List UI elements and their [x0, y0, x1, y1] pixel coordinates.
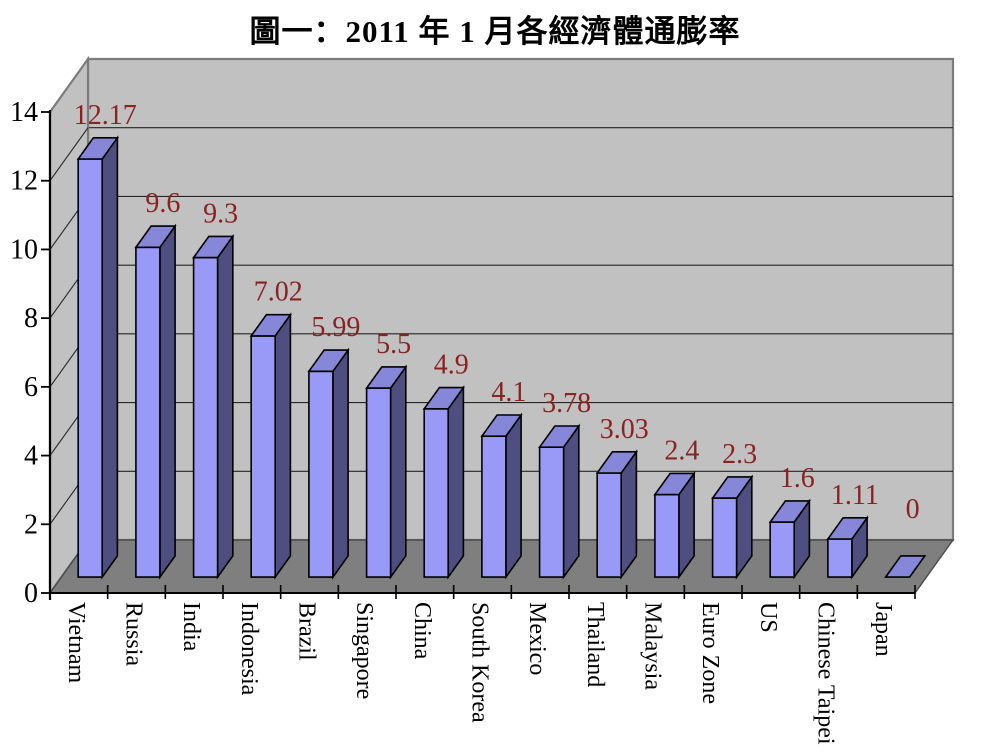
bar-front-6: [423, 407, 450, 578]
value-label-9: 3.03: [600, 414, 649, 445]
y-tick-label: 8: [24, 303, 38, 334]
bar-side-8: [562, 423, 580, 580]
bar-top-4: [307, 349, 350, 373]
category-label-1: Russia: [121, 602, 147, 666]
bar-top-9: [595, 450, 638, 474]
bar-front-8: [538, 446, 565, 578]
category-label-3: Indonesia: [236, 602, 262, 696]
bar-top-10: [653, 472, 696, 496]
y-tick-label: 14: [10, 97, 38, 128]
y-tick-label: 10: [10, 234, 38, 265]
bar-front-2: [192, 256, 219, 578]
bar-front-10: [654, 493, 680, 578]
bar-front-11: [711, 497, 738, 578]
category-label-4: Brazil: [294, 602, 320, 661]
bar-top-0: [76, 137, 119, 160]
value-label-14: 0: [906, 494, 920, 525]
bar-top-13: [826, 516, 869, 540]
value-label-8: 3.78: [542, 388, 591, 419]
value-label-2: 9.3: [203, 198, 238, 229]
y-tick-label: 12: [10, 166, 38, 197]
bar-side-4: [332, 347, 349, 580]
chart-title: 圖一：2011 年 1 月各經濟體通膨率: [249, 14, 741, 49]
category-label-2: India: [178, 602, 204, 652]
value-label-0: 12.17: [74, 100, 137, 131]
gridline-side: [49, 127, 89, 182]
value-label-1: 9.6: [145, 188, 180, 219]
category-label-13: Chinese Taipei: [813, 602, 839, 745]
bar-side-5: [389, 364, 407, 580]
bar-top-3: [249, 313, 292, 337]
category-label-10: Malaysia: [640, 602, 666, 690]
category-label-0: Vietnam: [63, 602, 89, 684]
y-tick-label: 6: [24, 372, 38, 403]
y-tick-label: 4: [24, 441, 38, 472]
category-label-14: Japan: [870, 602, 896, 657]
category-label-8: Mexico: [524, 602, 550, 675]
bar-side-7: [505, 412, 522, 580]
value-label-3: 7.02: [254, 277, 303, 308]
category-label-5: Singapore: [351, 602, 377, 699]
bar-front-4: [308, 370, 334, 578]
bar-top-8: [538, 425, 581, 449]
bar-front-5: [365, 387, 392, 578]
bar-side-2: [216, 233, 234, 580]
value-label-12: 1.6: [780, 463, 815, 494]
y-tick-label: 0: [24, 578, 38, 609]
value-label-4: 5.99: [311, 312, 360, 343]
value-label-6: 4.9: [434, 350, 469, 381]
value-label-10: 2.4: [664, 435, 699, 466]
value-label-13: 1.11: [831, 480, 879, 511]
value-label-11: 2.3: [722, 439, 757, 470]
bar-top-1: [134, 225, 177, 249]
bar-side-6: [447, 385, 465, 580]
category-label-6: China: [409, 602, 435, 660]
bar-front-9: [596, 472, 623, 578]
category-label-7: South Korea: [467, 602, 493, 723]
bar-top-11: [711, 476, 754, 499]
bar-front-13: [827, 538, 853, 578]
bar-front-7: [481, 435, 507, 578]
bar-side-3: [274, 312, 292, 580]
bar-top-5: [365, 366, 408, 389]
category-label-12: US: [755, 602, 781, 633]
bar-side-1: [159, 223, 176, 580]
bar-front-3: [250, 335, 277, 578]
bar-top-6: [422, 386, 465, 410]
bar-front-12: [769, 521, 796, 578]
category-label-9: Thailand: [582, 602, 608, 687]
bar-top-7: [480, 414, 523, 438]
bar-front-1: [135, 246, 161, 578]
value-label-7: 4.1: [491, 377, 526, 408]
bar-front-0: [77, 158, 103, 578]
y-tick-label: 2: [24, 509, 38, 540]
bar-side-0: [101, 135, 119, 580]
bar-top-14: [884, 555, 927, 578]
bar-top-12: [768, 500, 811, 523]
value-label-5: 5.5: [376, 329, 411, 360]
category-label-11: Euro Zone: [697, 602, 723, 704]
bar-top-2: [192, 235, 235, 259]
